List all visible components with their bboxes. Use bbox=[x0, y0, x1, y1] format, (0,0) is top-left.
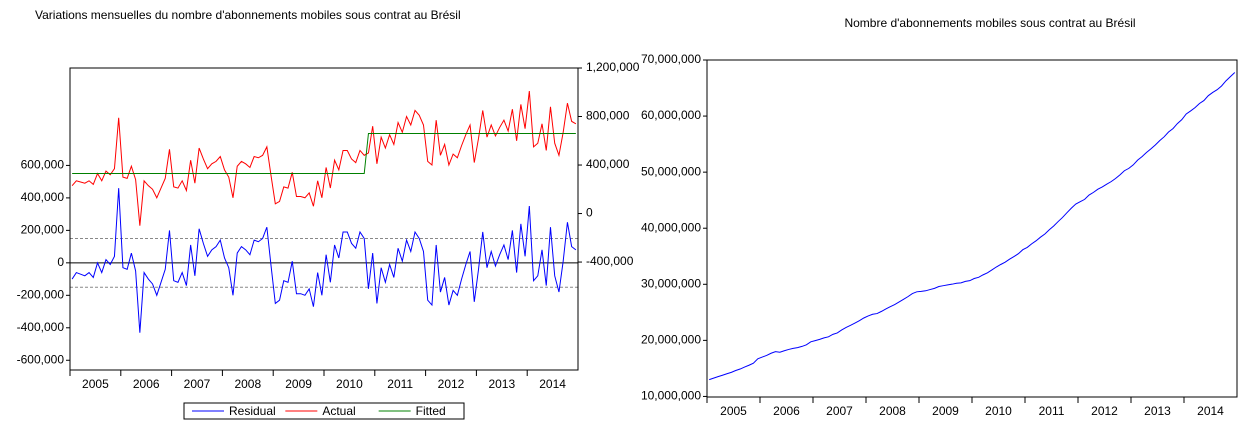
legend-label: Actual bbox=[322, 404, 355, 418]
chart-title: Nombre d'abonnements mobiles sous contra… bbox=[844, 16, 1135, 30]
y-tick-label: 40,000,000 bbox=[641, 220, 701, 234]
x-tick-label: 2012 bbox=[438, 377, 465, 391]
series-line bbox=[71, 188, 577, 333]
x-tick-label: 2009 bbox=[285, 377, 312, 391]
y-tick-label: 50,000,000 bbox=[641, 164, 701, 178]
x-tick-label: 2006 bbox=[773, 404, 800, 418]
plot-frame bbox=[706, 59, 1238, 398]
series-line bbox=[709, 72, 1236, 381]
legend-label: Residual bbox=[229, 404, 276, 418]
x-tick-label: 2007 bbox=[184, 377, 211, 391]
x-tick-label: 2005 bbox=[82, 377, 109, 391]
x-tick-label: 2005 bbox=[720, 404, 747, 418]
y-tick-label: 200,000 bbox=[21, 223, 65, 237]
y2-tick-label: -400,000 bbox=[586, 254, 634, 268]
y-tick-label: 10,000,000 bbox=[641, 389, 701, 403]
y-tick-label: -400,000 bbox=[17, 320, 65, 334]
series-line bbox=[72, 132, 576, 175]
y-tick-label: 400,000 bbox=[21, 190, 65, 204]
y2-tick-label: 0 bbox=[586, 206, 593, 220]
chart-title: Variations mensuelles du nombre d'abonne… bbox=[35, 8, 461, 22]
x-tick-label: 2010 bbox=[985, 404, 1012, 418]
x-tick-label: 2013 bbox=[488, 377, 515, 391]
series-line bbox=[71, 90, 577, 226]
y-tick-label: -600,000 bbox=[17, 352, 65, 366]
y2-tick-label: 400,000 bbox=[586, 157, 630, 171]
y-tick-label: 60,000,000 bbox=[641, 108, 701, 122]
x-tick-label: 2009 bbox=[932, 404, 959, 418]
x-tick-label: 2007 bbox=[826, 404, 853, 418]
x-tick-label: 2014 bbox=[539, 377, 566, 391]
y-tick-label: 30,000,000 bbox=[641, 276, 701, 290]
x-tick-label: 2008 bbox=[234, 377, 261, 391]
x-tick-label: 2014 bbox=[1197, 404, 1224, 418]
legend-box bbox=[183, 402, 465, 420]
x-tick-label: 2011 bbox=[387, 377, 413, 391]
x-tick-label: 2013 bbox=[1144, 404, 1171, 418]
plot-frame bbox=[69, 67, 579, 371]
legend-label: Fitted bbox=[416, 404, 446, 418]
y2-tick-label: 800,000 bbox=[586, 109, 630, 123]
y-tick-label: 20,000,000 bbox=[641, 333, 701, 347]
y-tick-label: 70,000,000 bbox=[641, 52, 701, 66]
y-tick-label: 0 bbox=[57, 255, 64, 269]
y-tick-label: 600,000 bbox=[21, 158, 65, 172]
x-tick-label: 2010 bbox=[336, 377, 363, 391]
y2-tick-label: 1,200,000 bbox=[586, 60, 640, 74]
x-tick-label: 2006 bbox=[133, 377, 160, 391]
y-tick-label: -200,000 bbox=[17, 287, 65, 301]
x-tick-label: 2008 bbox=[879, 404, 906, 418]
x-tick-label: 2011 bbox=[1039, 404, 1065, 418]
x-tick-label: 2012 bbox=[1091, 404, 1118, 418]
